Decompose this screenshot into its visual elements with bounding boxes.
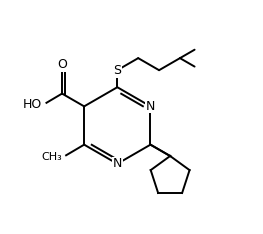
Text: CH₃: CH₃ — [41, 152, 62, 162]
Text: HO: HO — [23, 98, 42, 111]
Text: S: S — [113, 64, 121, 77]
Text: O: O — [57, 58, 67, 71]
Text: N: N — [146, 100, 155, 113]
Text: N: N — [113, 157, 122, 170]
